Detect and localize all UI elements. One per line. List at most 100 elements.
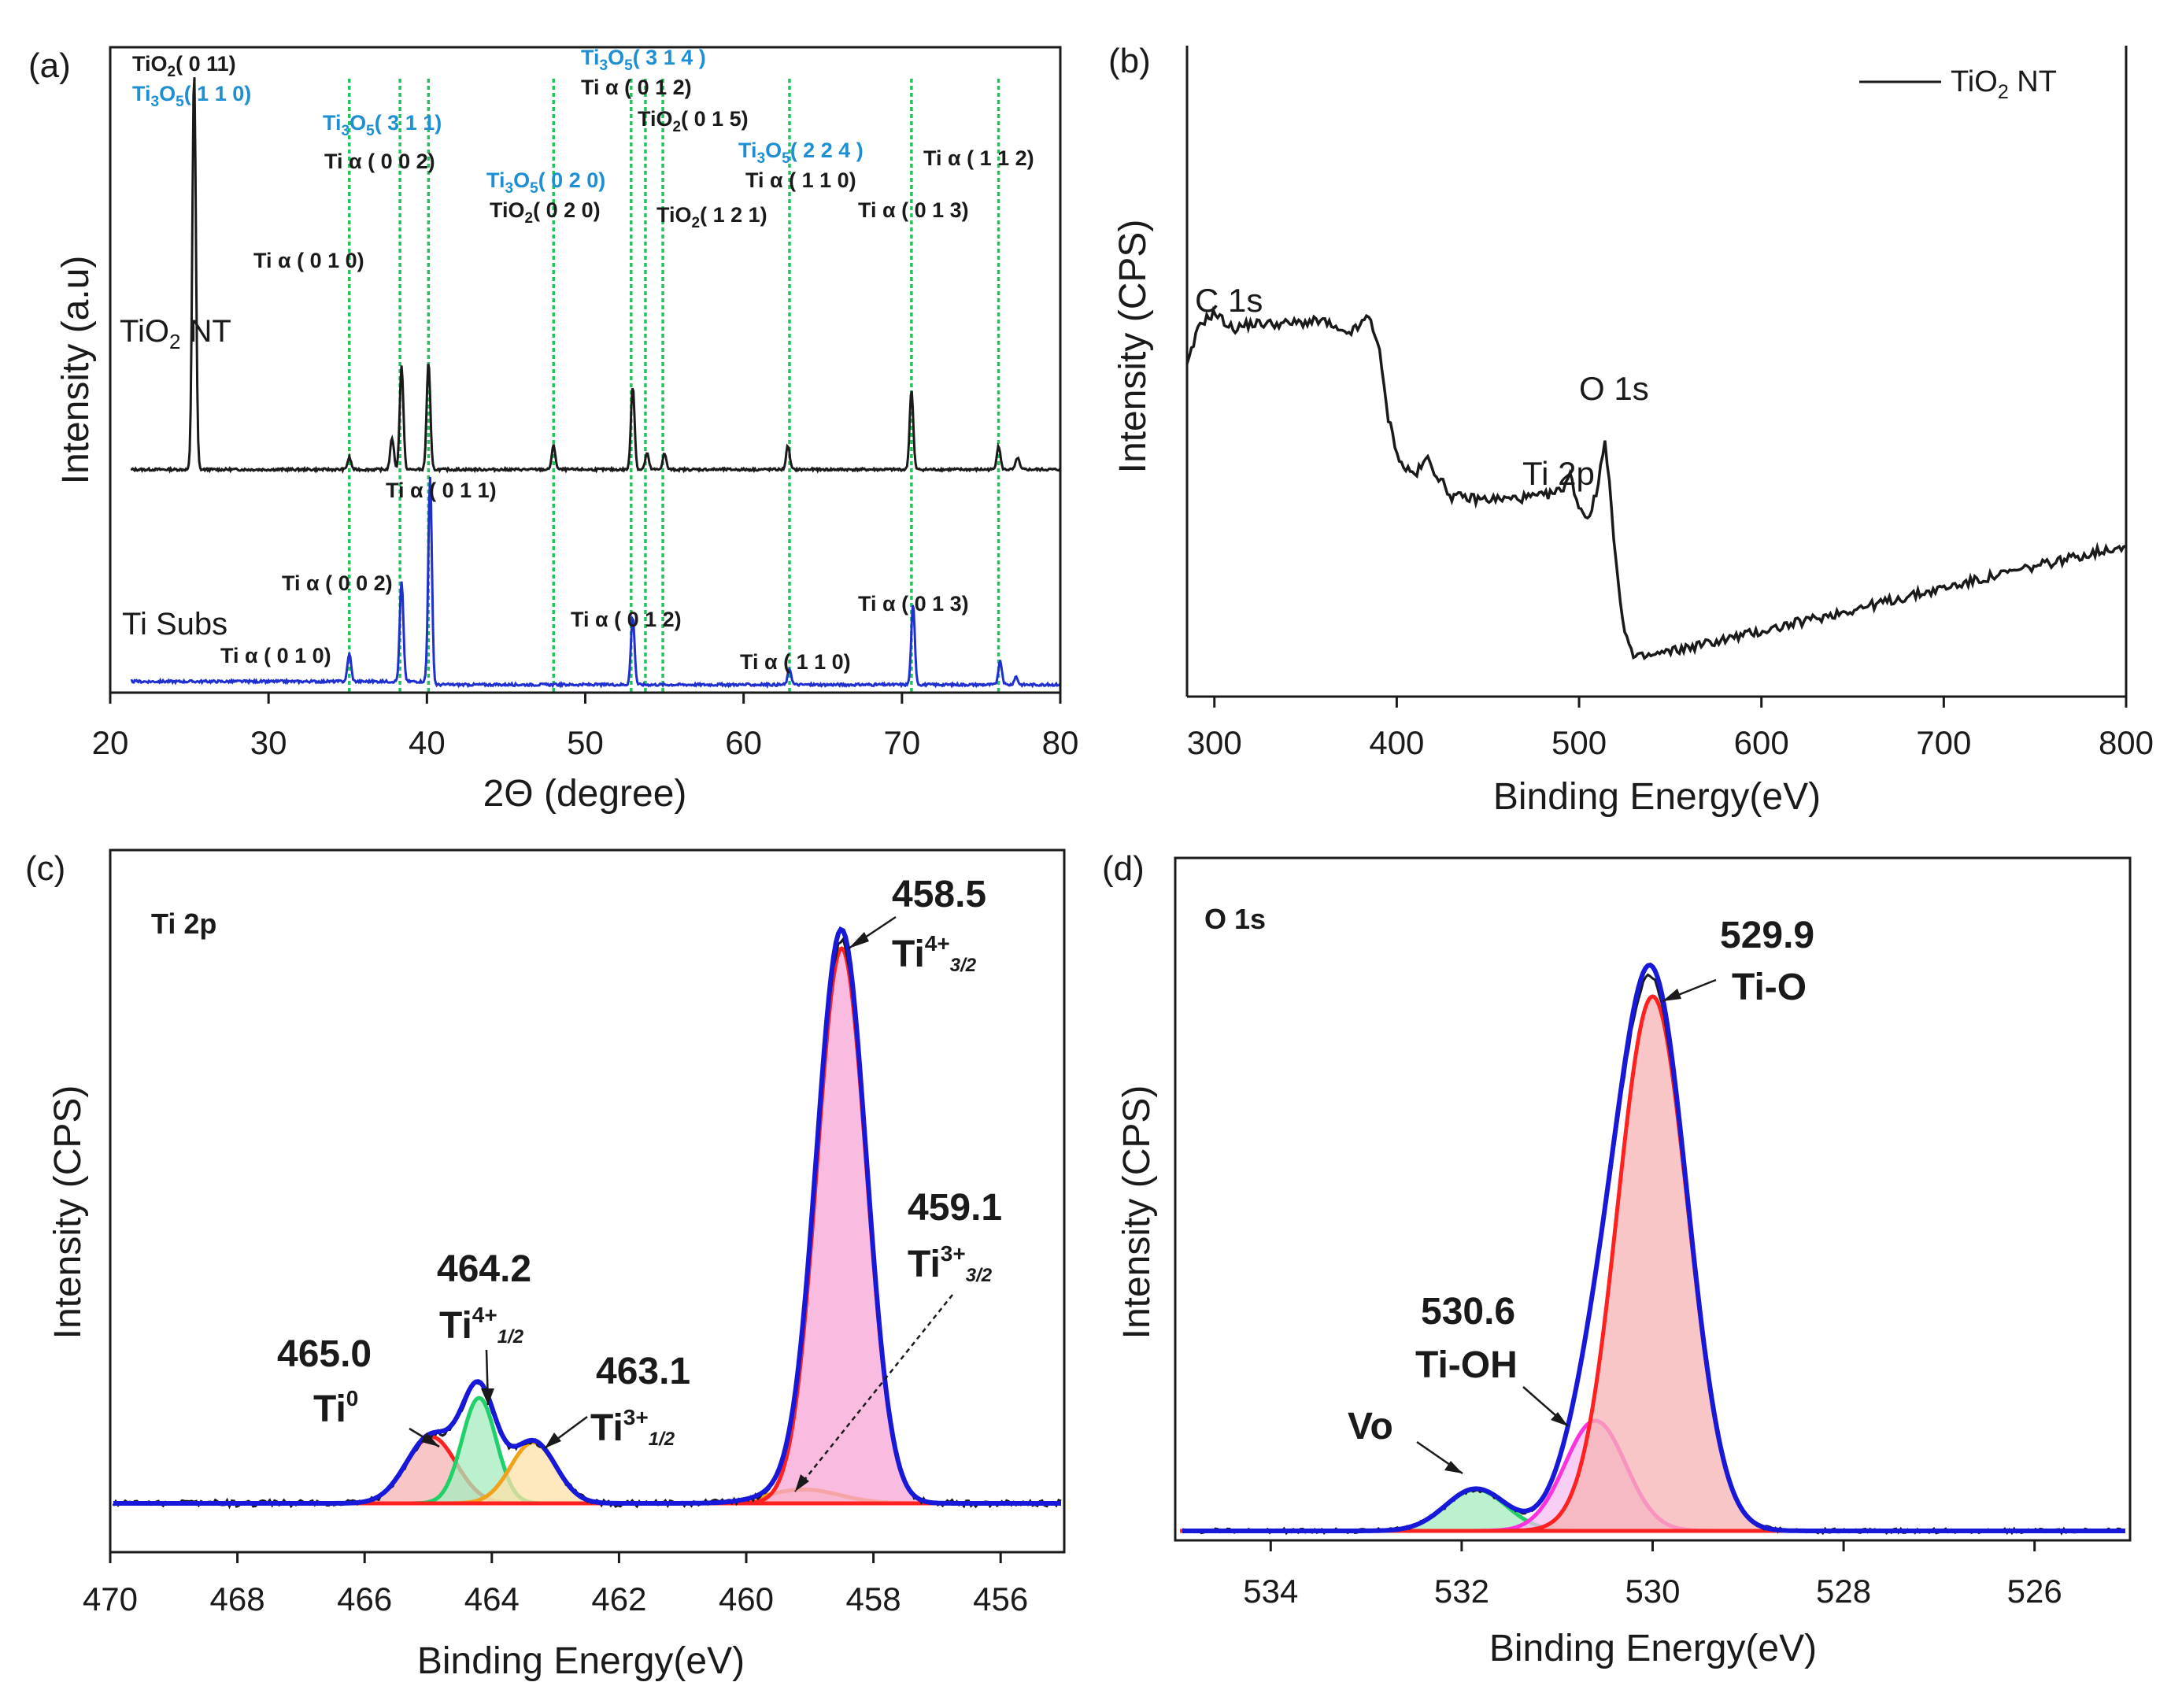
panel-c-y-axis-label: Intensity (CPS) [47, 1085, 89, 1340]
x-tick-label: 530 [1625, 1573, 1680, 1610]
x-tick-label: 534 [1243, 1573, 1298, 1610]
arrowhead [1551, 1412, 1568, 1426]
x-tick-label: 800 [2099, 724, 2154, 761]
legend-label: TiO2 NT [1951, 65, 2057, 103]
x-tick-label: 500 [1551, 724, 1607, 761]
panel-d-y-axis-label: Intensity (CPS) [1116, 1085, 1158, 1340]
panel-c: (c) 470 468 466 464 462 460 458 456 Binding Ene… [25, 848, 1066, 1682]
x-tick-label: 468 [210, 1580, 265, 1617]
panel-d-annotations: 529.9 Ti-O 530.6 Ti-OH Vo [1348, 915, 1814, 1447]
arrowhead [545, 1433, 561, 1448]
annot-label: Ti-O [1732, 967, 1807, 1008]
component-fill [382, 1398, 576, 1503]
annot-label: Vo [1348, 1406, 1393, 1447]
x-tick-label: 458 [846, 1580, 901, 1617]
peak-label: Ti α ( 0 1 2) [571, 608, 682, 631]
peak-label: Ti3O5( 2 2 4 ) [738, 139, 864, 167]
panel-a-x-axis-label: 2Θ (degree) [483, 773, 687, 815]
series-label-tio2-nt: TiO2 NT [120, 314, 231, 353]
peak-label: Ti α ( 0 1 3) [858, 592, 969, 616]
x-tick-label: 40 [409, 724, 446, 761]
series-label-ti-subs: Ti Subs [122, 607, 227, 641]
arrowhead [1444, 1461, 1463, 1473]
peak-label: TiO2( 0 1 5) [638, 107, 749, 135]
x-tick-label: 526 [2007, 1573, 2062, 1610]
x-tick-label: 600 [1734, 724, 1789, 761]
x-tick-label: 60 [725, 724, 762, 761]
panel-d-x-ticks: 534 532 530 528 526 [1243, 1540, 2062, 1610]
peak-label: Ti3O5( 0 2 0) [486, 168, 605, 197]
peak-label: Ti3O5( 1 1 0) [132, 82, 251, 110]
peak-label: Ti α ( 0 1 0) [253, 249, 364, 272]
component-fill [1304, 1489, 1648, 1531]
annot-label: Ti3+1/2 [590, 1405, 675, 1450]
x-tick-label: 80 [1042, 724, 1079, 761]
peak-label: TiO2( 1 2 1) [656, 203, 767, 231]
annot-label: Ti4+1/2 [439, 1303, 524, 1348]
fit-envelope-line [113, 926, 1061, 1506]
x-tick-label: 528 [1816, 1573, 1871, 1610]
x-tick-label: 470 [83, 1580, 138, 1617]
series-line-tio2-nt [1185, 305, 2126, 661]
panel-b-label: (b) [1108, 42, 1151, 80]
panel-d-title: O 1s [1204, 903, 1266, 935]
peak-label: Ti α ( 1 1 0) [745, 168, 856, 192]
x-tick-label: 50 [567, 724, 604, 761]
arrowhead [849, 932, 869, 948]
peak-label: Ti α ( 0 0 2) [324, 150, 435, 173]
panel-d-components [1180, 962, 2126, 1536]
x-tick-label: 400 [1369, 724, 1424, 761]
arrowhead [795, 1474, 809, 1492]
peak-label: Ti α ( 1 1 0) [740, 650, 851, 674]
panel-d-arrowheads [1444, 989, 1681, 1473]
annot-label: Ti-OH [1415, 1344, 1518, 1386]
x-tick-label: 460 [719, 1580, 774, 1617]
panel-a-reference-lines [348, 79, 1000, 693]
peak-label-c1s: C 1s [1195, 282, 1263, 319]
panel-d-label: (d) [1102, 849, 1145, 888]
peak-label: Ti α ( 0 1 1) [386, 479, 497, 502]
component-fill [291, 1436, 571, 1503]
series-line-ti-subs [130, 476, 1061, 689]
panel-c-x-ticks: 470 468 466 464 462 460 458 456 [83, 1552, 1028, 1617]
panel-b-x-axis-label: Binding Energy(eV) [1493, 776, 1821, 818]
x-tick-label: 700 [1916, 724, 1971, 761]
peak-label: Ti α ( 0 1 0) [220, 644, 331, 667]
peak-label: Ti α ( 0 1 3) [858, 198, 969, 222]
component-fill [701, 948, 982, 1503]
peak-label: Ti3O5( 3 1 1) [323, 111, 442, 139]
panel-a: (a) 20 30 40 50 60 70 80 2Θ (degree) Intensity… [28, 46, 1078, 815]
panel-a-series [130, 77, 1061, 689]
panel-c-x-axis-label: Binding Energy(eV) [417, 1640, 745, 1682]
annot-value: 529.9 [1720, 915, 1814, 956]
panel-a-peak-annotations: TiO2( 0 11) Ti3O5( 1 1 0) Ti3O5( 3 1 1) … [132, 46, 1034, 674]
series-line-tio2-nt [130, 77, 1061, 474]
panel-b-y-axis-label: Intensity (CPS) [1112, 220, 1154, 474]
peak-label: Ti3O5( 3 1 4 ) [581, 46, 706, 74]
x-tick-label: 30 [250, 724, 287, 761]
annot-value: 464.2 [437, 1248, 531, 1290]
x-tick-label: 70 [883, 724, 920, 761]
panel-a-y-axis-label: Intensity (a.u) [55, 256, 97, 485]
annot-value: 465.0 [277, 1333, 372, 1375]
panel-c-annotations: 458.5 Ti4+3/2 459.1 Ti3+3/2 464.2 Ti4+1/… [277, 874, 1002, 1450]
annot-label: Ti4+3/2 [892, 931, 977, 976]
x-tick-label: 300 [1187, 724, 1242, 761]
x-tick-label: 464 [464, 1580, 520, 1617]
annot-value: 459.1 [908, 1187, 1002, 1229]
panel-c-components [112, 926, 1062, 1510]
fit-envelope-line [1182, 962, 2125, 1533]
arrowhead [1662, 989, 1681, 1001]
peak-label: Ti α ( 0 1 2) [581, 76, 692, 99]
panel-d-x-axis-label: Binding Energy(eV) [1489, 1628, 1817, 1669]
panel-b-x-ticks: 300 400 500 600 700 800 [1187, 697, 2154, 761]
panel-c-title: Ti 2p [151, 908, 216, 940]
panel-b: (b) 300 400 500 600 700 800 Binding Energy(eV… [1108, 42, 2154, 818]
annot-value: 458.5 [892, 874, 986, 915]
panel-c-label: (c) [25, 849, 65, 888]
arrowhead [421, 1433, 439, 1447]
annot-label: Ti3+3/2 [908, 1241, 993, 1286]
annot-value: 463.1 [596, 1351, 690, 1392]
peak-label: Ti α ( 1 1 2) [923, 146, 1034, 170]
